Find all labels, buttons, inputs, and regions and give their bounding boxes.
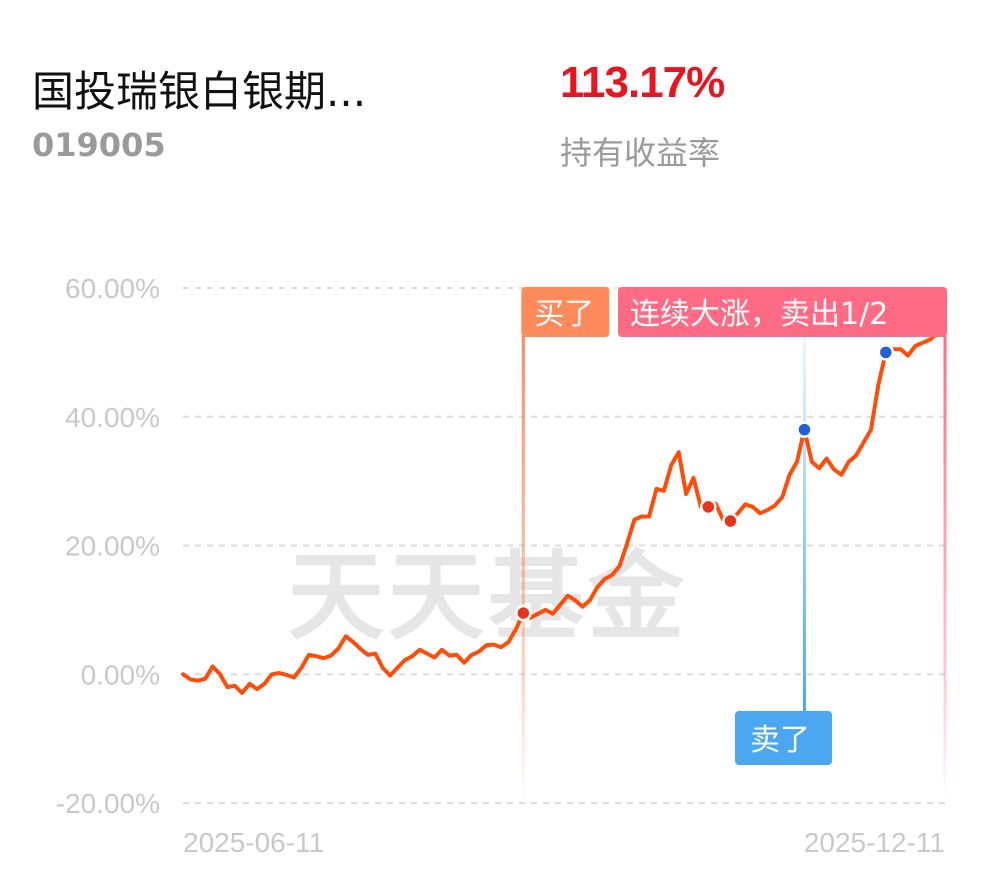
sell-half-banner (618, 287, 947, 337)
marker-points (515, 344, 895, 622)
buy-vertical-line (521, 336, 525, 803)
y-tick-label: 20.00% (65, 531, 160, 562)
fund-code: 019005 (32, 126, 166, 164)
y-tick-label: 0.00% (81, 659, 160, 690)
buy-tag-label: 买了 (534, 297, 594, 332)
y-tick-label: 40.00% (65, 402, 160, 433)
holding-yield-label: 持有收益率 (560, 134, 721, 172)
series-line (181, 324, 947, 695)
y-tick-label: -20.00% (56, 788, 160, 819)
x-tick-label: 2025-06-11 (183, 827, 324, 858)
y-tick-label: 60.00% (65, 273, 160, 304)
sell-vertical-line (802, 336, 806, 712)
marker-vertical-lines (521, 336, 947, 803)
x-tick-label: 2025-12-11 (804, 827, 945, 858)
marker-point-point (877, 344, 895, 361)
y-axis-ticks: 60.00% 40.00% 20.00% 0.00% -20.00% (56, 273, 160, 819)
sell-half-vertical-line (943, 336, 947, 803)
sell-tag-label: 卖了 (750, 723, 810, 758)
marker-point-point (722, 512, 739, 530)
marker-sell-point (796, 421, 813, 438)
holding-yield-value: 113.17% (560, 58, 725, 107)
sell-half-banner-label: 连续大涨，卖出1/2 (630, 297, 888, 332)
sell-tag (735, 711, 832, 765)
marker-tags: 买了 连续大涨，卖出1/2 卖了 (521, 287, 947, 765)
marker-point-point (700, 498, 717, 516)
buy-tag (521, 287, 610, 337)
watermark: 天天基金 (288, 541, 688, 653)
fund-name: 国投瑞银白银期... (32, 67, 367, 116)
x-axis-ticks: 2025-06-11 2025-12-11 (183, 827, 945, 858)
marker-buy-point (515, 604, 532, 622)
